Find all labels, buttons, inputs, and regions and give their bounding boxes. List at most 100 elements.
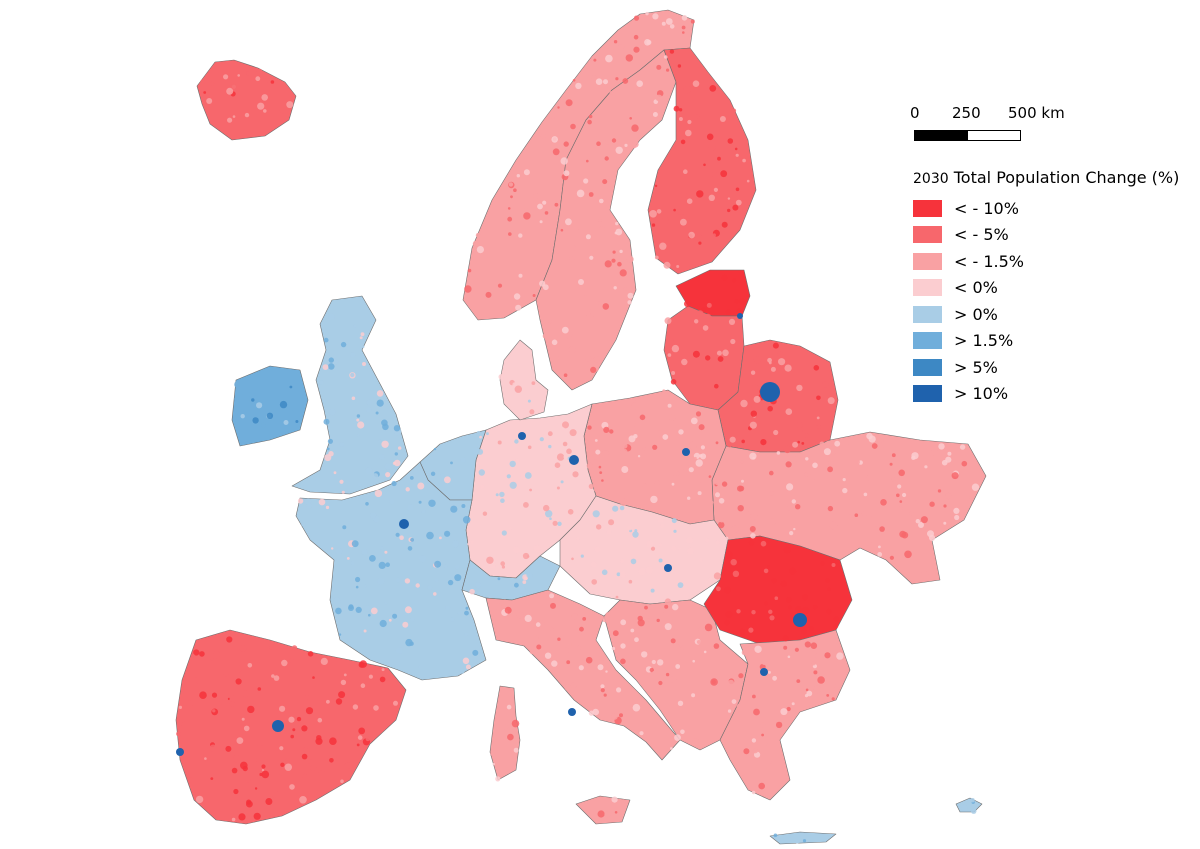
district-dot [796,421,803,429]
district-dot [796,384,803,392]
district-dot [304,498,312,505]
district-dot [750,410,757,417]
district-dot [389,498,395,505]
district-dot [549,517,552,520]
district-dot [353,324,357,328]
district-dot [355,585,359,589]
district-dot [257,687,262,691]
district-dot [440,473,445,478]
district-dot [629,117,632,120]
legend-swatch [913,332,942,350]
district-dot [285,758,290,763]
district-dot [365,502,369,506]
district-dot [362,362,366,366]
district-dot [433,447,437,451]
district-dot [749,452,757,460]
district-dot [379,619,387,628]
district-dot [578,665,584,671]
district-dot [891,453,896,458]
district-dot [633,46,640,53]
district-dot [623,287,628,291]
district-dot [379,454,385,460]
district-dot [593,356,601,363]
district-dot [615,595,619,599]
district-dot [514,385,522,393]
district-dot [392,613,398,619]
district-dot [557,637,561,641]
district-dot [501,565,505,569]
district-dot [378,439,382,443]
district-dot [455,571,459,575]
district-dot [816,424,821,429]
district-dot [213,650,221,659]
district-dot [377,577,385,585]
district-dot [746,179,750,183]
district-dot [226,636,233,643]
district-dot [738,673,744,679]
region-sicily [575,795,631,825]
district-dot [601,479,604,482]
district-dot [741,439,745,444]
district-dot [393,459,401,467]
district-dot [176,731,182,737]
district-dot [826,694,830,697]
district-dot [655,94,663,102]
district-dot [676,265,680,268]
district-dot [654,184,658,188]
district-dot [355,606,362,614]
hotspot-moscow-edge [737,313,743,319]
district-dot [551,136,558,143]
district-dot [569,256,575,262]
district-dot [649,210,657,218]
district-dot [633,34,639,40]
district-dot [725,611,733,618]
district-dot [536,644,542,650]
district-dot [680,191,688,199]
district-dot [580,634,584,638]
district-dot [539,550,543,554]
legend-swatch [913,252,942,270]
district-dot [814,653,821,659]
district-dot [552,520,558,526]
district-dot [671,545,677,552]
district-dot [641,651,648,658]
district-dot [649,667,654,673]
district-dot [619,505,625,511]
district-dot [825,440,833,448]
district-dot [310,764,317,771]
district-dot [618,44,625,51]
district-dot [820,561,825,566]
district-dot [671,518,677,524]
district-dot [421,509,426,514]
district-dot [826,608,832,615]
district-dot [256,744,264,752]
district-dot [732,570,740,577]
district-dot [604,156,609,161]
region-bulgaria-greece [719,629,851,801]
district-dot [637,619,645,627]
district-dot [590,366,597,373]
district-dot [727,679,735,686]
region-alps-switzerland [461,555,561,601]
district-dot [732,278,737,283]
district-dot [615,77,619,81]
district-dot [243,725,250,732]
district-dot [782,635,789,642]
district-dot [753,356,762,364]
scale-bar-black-segment [914,130,968,141]
district-dot [865,539,872,546]
district-dot [513,747,519,753]
district-dot [359,660,368,668]
district-dot [299,796,307,804]
district-dot [970,808,977,814]
district-dot [497,577,501,581]
district-dot [430,471,436,476]
district-dot [652,444,658,450]
district-dot [615,146,623,154]
district-dot [605,54,613,63]
district-dot [889,555,895,560]
district-dot [785,461,792,468]
district-dot [628,579,633,584]
district-dot [805,688,809,692]
district-dot [614,231,618,235]
